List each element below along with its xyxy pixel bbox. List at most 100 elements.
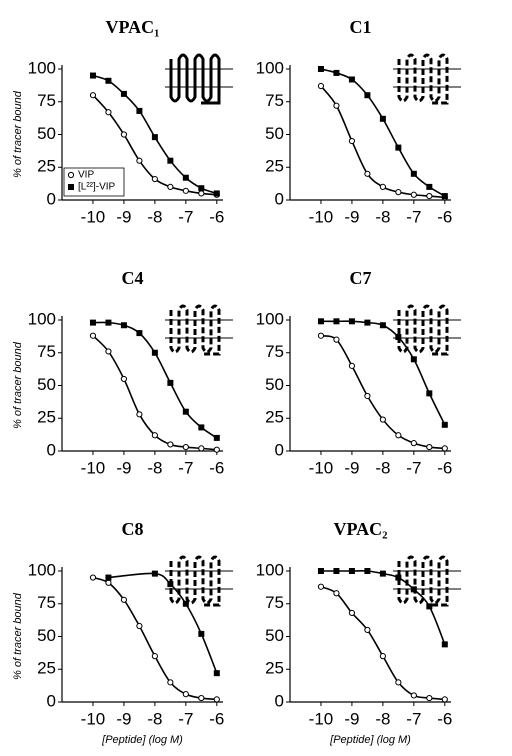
point (348, 568, 355, 574)
point (89, 319, 96, 326)
point (395, 679, 402, 686)
chart-title: C1 (350, 17, 372, 37)
y-tick-label: 0 (47, 691, 56, 710)
point (151, 432, 158, 439)
point (213, 190, 220, 197)
legend-box (63, 167, 125, 197)
y-tick-label: 100 (256, 58, 284, 77)
point (182, 691, 189, 698)
x-tick-label: -10 (81, 207, 106, 226)
y-tick-label: 0 (47, 189, 56, 208)
y-tick-label: 0 (275, 691, 284, 710)
x-tick-label: -10 (81, 709, 106, 728)
x-tick-label: -10 (81, 458, 106, 477)
point (182, 600, 189, 607)
point (105, 348, 112, 355)
point (426, 192, 433, 200)
y-axis-label: % of tracer bound (12, 592, 24, 680)
point (317, 583, 325, 590)
chart-title: C8 (122, 519, 144, 539)
point (333, 69, 340, 76)
point (441, 696, 448, 703)
point (167, 581, 174, 588)
point (379, 653, 386, 660)
y-tick-label: 75 (265, 342, 284, 361)
x-tick-label: -6 (209, 458, 224, 477)
x-tick-label: -7 (178, 709, 193, 728)
point (364, 568, 371, 574)
y-tick-label: 50 (37, 626, 56, 645)
panel: VPAC₂ 0 25 50 75 100 -10 -9 -8 -7 -6 [Peptide] (log… (256, 519, 461, 746)
legend-marker (68, 184, 74, 190)
x-tick-label: -9 (344, 709, 359, 728)
y-tick-label: 75 (265, 593, 284, 612)
y-tick-label: 25 (37, 157, 56, 176)
point (426, 443, 433, 451)
y-tick-label: 100 (256, 560, 284, 579)
receptor (397, 53, 449, 105)
x-axis-label: [Peptide] (log M) (101, 734, 183, 746)
point (441, 193, 448, 200)
y-tick-label: 50 (37, 375, 56, 394)
point (182, 174, 189, 181)
point (348, 609, 356, 617)
x-tick-label: -10 (309, 458, 334, 477)
point (379, 115, 386, 122)
point (136, 622, 143, 630)
y-tick-label: 75 (265, 91, 284, 110)
x-tick-label: -9 (116, 458, 131, 477)
point (182, 187, 189, 194)
x-tick-label: -8 (147, 709, 162, 728)
point (89, 72, 96, 79)
point (379, 416, 386, 423)
y-axis-label: % of tracer bound (12, 90, 24, 178)
y-tick-label: 50 (265, 124, 284, 143)
y-tick-label: 0 (275, 189, 284, 208)
x-tick-label: -7 (178, 207, 193, 226)
y-tick-label: 25 (265, 408, 284, 427)
point (317, 568, 324, 574)
chart-title: VPAC₁ (105, 17, 159, 37)
y-tick-label: 50 (265, 626, 284, 645)
x-tick-label: -10 (309, 207, 334, 226)
point (441, 421, 448, 428)
point (348, 362, 356, 369)
point (364, 319, 371, 326)
x-tick-label: -9 (344, 458, 359, 477)
point (348, 76, 355, 83)
point (167, 379, 174, 386)
point (167, 679, 174, 686)
y-tick-label: 25 (265, 157, 284, 176)
point (333, 318, 340, 325)
point (136, 157, 143, 164)
point (198, 445, 205, 452)
point (333, 336, 340, 343)
point (151, 653, 158, 660)
x-tick-label: -8 (147, 207, 162, 226)
fit-curve (320, 68, 446, 197)
legend-label: [L²²]-VIP (78, 182, 116, 193)
point (441, 641, 448, 648)
point (151, 175, 158, 183)
x-tick-label: -9 (116, 207, 131, 226)
point (213, 696, 220, 703)
point (120, 322, 127, 329)
point (213, 446, 220, 453)
point (364, 170, 371, 177)
point (317, 318, 324, 325)
point (198, 185, 205, 192)
point (333, 102, 340, 109)
point (120, 131, 128, 138)
point (395, 189, 402, 196)
x-tick-label: -8 (375, 207, 390, 226)
x-tick-label: -7 (406, 458, 421, 477)
point (136, 107, 143, 114)
point (379, 183, 386, 190)
fit-curve (320, 570, 446, 645)
panel: C4 0 25 50 75 100 -10 -9 -8 -7 -6 % of tracer bound (12, 268, 233, 477)
x-tick-label: -8 (375, 709, 390, 728)
fit-curve (320, 585, 445, 701)
point (213, 434, 220, 441)
fit-curve (92, 321, 218, 439)
